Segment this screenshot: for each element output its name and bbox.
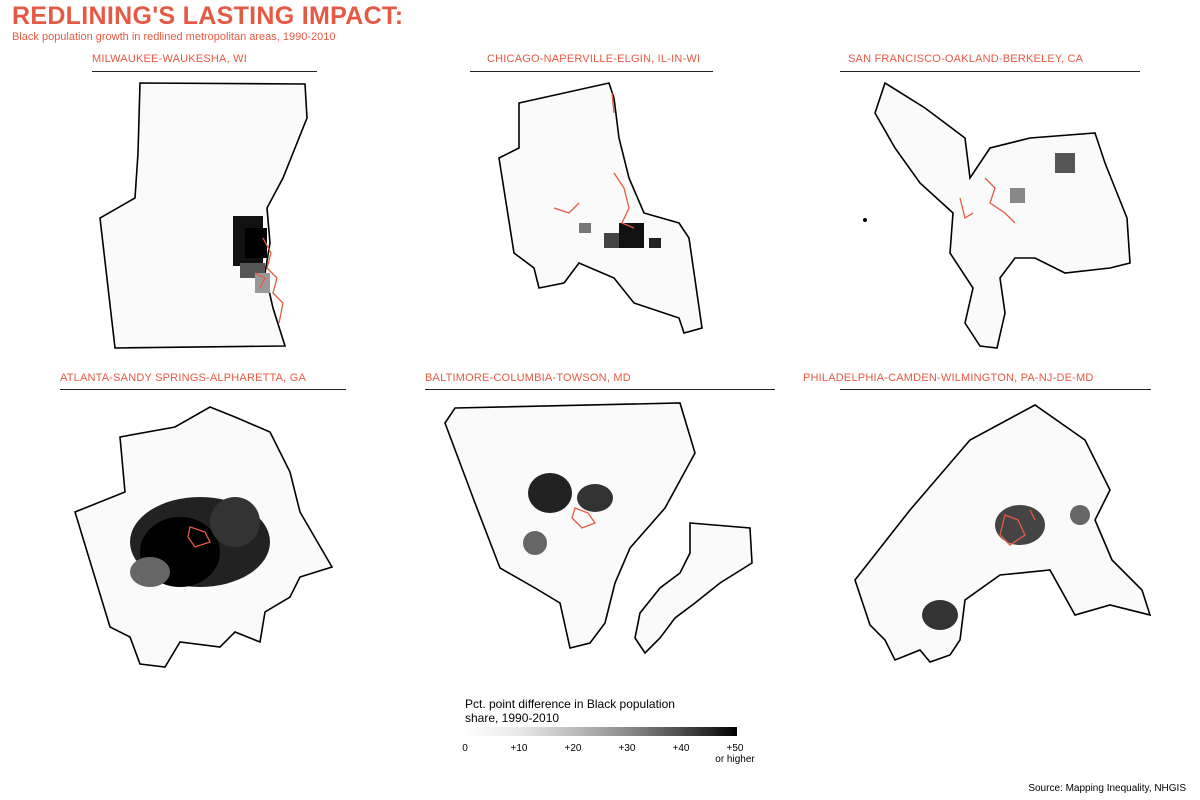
- map-chicago: [498, 82, 703, 334]
- density-sf: [1010, 153, 1075, 203]
- panel-rule-philadelphia: [840, 389, 1151, 390]
- panel-rule-chicago: [470, 71, 713, 72]
- legend-tick: 0: [462, 743, 468, 754]
- density-baltimore: [523, 473, 613, 555]
- map-atlanta: [74, 406, 334, 668]
- map-milwaukee: [99, 82, 308, 349]
- map-boundary-baltimore: [444, 402, 696, 649]
- map-sf: [863, 81, 1131, 349]
- panel-title-baltimore: BALTIMORE-COLUMBIA-TOWSON, MD: [425, 372, 631, 384]
- redlined-philadelphia: [999, 509, 1036, 546]
- panel-rule-milwaukee: [92, 71, 317, 72]
- map-boundary-baltimore-shore: [634, 522, 753, 655]
- map-boundary-milwaukee: [99, 82, 308, 349]
- panel-title-philadelphia: PHILADELPHIA-CAMDEN-WILMINGTON, PA-NJ-DE…: [803, 372, 1094, 384]
- density-atlanta: [130, 497, 270, 587]
- map-baltimore: [444, 402, 753, 655]
- legend-tick-note: or higher: [715, 754, 755, 765]
- panel-rule-sf: [840, 71, 1140, 72]
- legend-title: Pct. point difference in Black populatio…: [465, 697, 675, 725]
- panel-title-sf: SAN FRANCISCO-OAKLAND-BERKELEY, CA: [848, 53, 1084, 65]
- redlined-baltimore: [571, 507, 597, 529]
- panel-title-atlanta: ATLANTA-SANDY SPRINGS-ALPHARETTA, GA: [60, 372, 306, 384]
- density-milwaukee: [233, 216, 270, 293]
- farallon-point: [863, 218, 867, 222]
- redlined-atlanta: [187, 526, 211, 548]
- map-boundary-sf: [874, 81, 1131, 349]
- page-title: REDLINING'S LASTING IMPACT:: [12, 2, 404, 30]
- legend-color-bar: [465, 727, 737, 736]
- legend-tick: +10: [510, 743, 528, 754]
- legend-tick: +40: [672, 743, 690, 754]
- legend-tick: +30: [618, 743, 636, 754]
- panel-rule-baltimore: [425, 389, 775, 390]
- panel-title-chicago: CHICAGO-NAPERVILLE-ELGIN, IL-IN-WI: [487, 53, 701, 65]
- legend: Pct. point difference in Black populatio…: [462, 697, 763, 777]
- redlined-chicago: [553, 92, 635, 229]
- legend-tick: +20: [564, 743, 582, 754]
- legend-tick: +50: [726, 743, 744, 754]
- redlined-sf: [959, 177, 1016, 224]
- source-note: Source: Mapping Inequality, NHGIS: [1028, 783, 1186, 794]
- map-philadelphia: [854, 404, 1152, 663]
- redlined-milwaukee: [254, 237, 284, 324]
- page-subtitle: Black population growth in redlined metr…: [12, 31, 336, 43]
- map-boundary-chicago: [498, 82, 703, 334]
- panel-title-milwaukee: MILWAUKEE-WAUKESHA, WI: [92, 53, 247, 65]
- panel-rule-atlanta: [60, 389, 346, 390]
